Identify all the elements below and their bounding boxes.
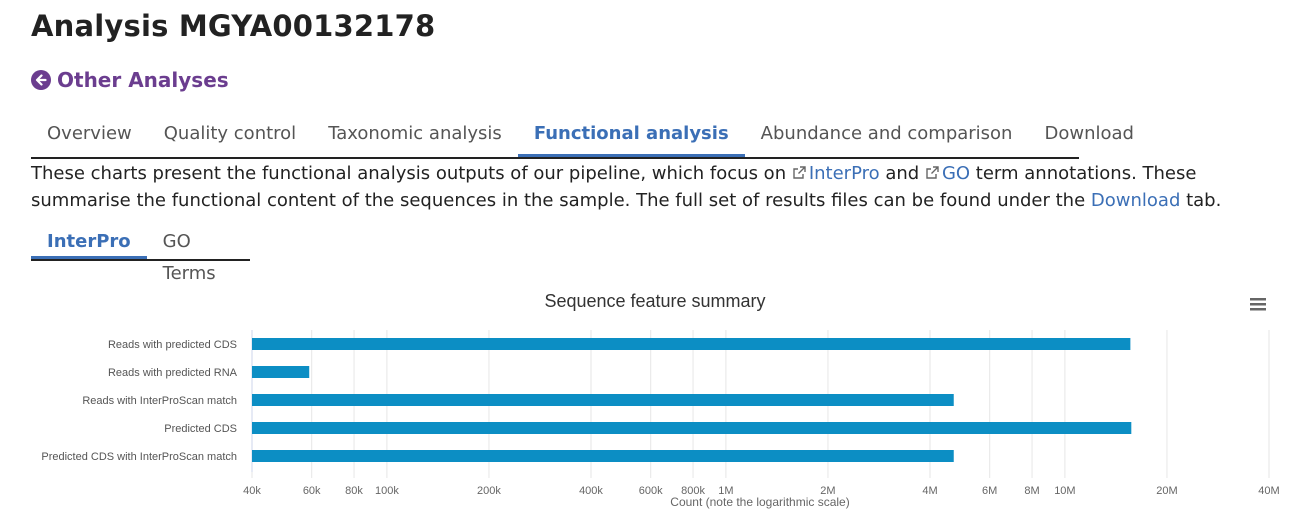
bar[interactable] bbox=[252, 422, 1132, 434]
bar[interactable] bbox=[252, 338, 1131, 350]
category-label: Reads with predicted RNA bbox=[108, 367, 238, 379]
external-link-icon bbox=[793, 166, 806, 179]
category-label: Reads with predicted CDS bbox=[108, 339, 237, 351]
go-link[interactable]: GO bbox=[941, 163, 971, 184]
bar[interactable] bbox=[252, 394, 954, 406]
tab-overview[interactable]: Overview bbox=[47, 123, 132, 144]
x-tick-label: 100k bbox=[375, 485, 399, 497]
bar[interactable] bbox=[252, 450, 954, 462]
download-link[interactable]: Download bbox=[1090, 190, 1181, 211]
x-tick-label: 10M bbox=[1054, 485, 1075, 497]
x-tick-label: 800k bbox=[681, 485, 705, 497]
chart-menu-icon[interactable] bbox=[1246, 294, 1270, 316]
description-text-1: These charts present the functional anal… bbox=[31, 163, 792, 184]
subtab-interpro[interactable]: InterPro bbox=[31, 226, 147, 259]
tab-functional-analysis[interactable]: Functional analysis bbox=[517, 114, 745, 157]
tab-quality-control[interactable]: Quality control bbox=[163, 123, 297, 144]
other-analyses-link[interactable]: Other Analyses bbox=[31, 68, 229, 92]
x-axis-label: Count (note the logarithmic scale) bbox=[670, 495, 849, 509]
description-text-3: term annotations. These summarise the fu… bbox=[31, 163, 1197, 211]
other-analyses-label: Other Analyses bbox=[57, 68, 229, 92]
x-tick-label: 2M bbox=[820, 485, 835, 497]
arrow-left-circle-icon bbox=[31, 70, 51, 90]
tab-abundance-and-comparison[interactable]: Abundance and comparison bbox=[760, 123, 1013, 144]
x-tick-label: 60k bbox=[303, 485, 321, 497]
x-tick-label: 1M bbox=[718, 485, 733, 497]
x-tick-label: 400k bbox=[579, 485, 603, 497]
functional-description: These charts present the functional anal… bbox=[31, 160, 1281, 214]
functional-subtabs: InterPro GO Terms bbox=[31, 226, 250, 284]
category-label: Predicted CDS bbox=[164, 423, 237, 435]
x-tick-label: 40k bbox=[243, 485, 261, 497]
external-link-icon bbox=[926, 166, 939, 179]
category-label: Reads with InterProScan match bbox=[82, 395, 237, 407]
sequence-feature-chart: Sequence feature summary Reads with pred… bbox=[41, 291, 1280, 509]
chart-title: Sequence feature summary bbox=[544, 291, 765, 311]
x-tick-label: 6M bbox=[982, 485, 997, 497]
chart-tick-labels: 40k 60k 80k 100k 200k 400k 600k 800k 1M 2M 4M 6M 8M 1… bbox=[243, 485, 1280, 497]
tab-taxonomic-analysis[interactable]: Taxonomic analysis bbox=[328, 123, 502, 144]
subtab-go-terms[interactable]: GO Terms bbox=[162, 231, 216, 284]
chart-bars bbox=[252, 338, 1132, 462]
category-label: Predicted CDS with InterProScan match bbox=[41, 451, 237, 463]
x-tick-label: 8M bbox=[1024, 485, 1039, 497]
chart-category-labels: Reads with predicted CDS Reads with predi… bbox=[41, 339, 237, 463]
x-tick-label: 600k bbox=[639, 485, 663, 497]
x-tick-label: 80k bbox=[345, 485, 363, 497]
analysis-tabs: Overview Quality control Taxonomic analy… bbox=[31, 114, 1134, 159]
x-tick-label: 40M bbox=[1258, 485, 1279, 497]
description-text-4: tab. bbox=[1180, 190, 1222, 211]
x-tick-label: 4M bbox=[922, 485, 937, 497]
x-tick-label: 20M bbox=[1156, 485, 1177, 497]
interpro-link[interactable]: InterPro bbox=[808, 163, 880, 184]
bar[interactable] bbox=[252, 366, 310, 378]
page-title: Analysis MGYA00132178 bbox=[31, 9, 436, 43]
description-text-2: and bbox=[879, 163, 925, 184]
x-tick-label: 200k bbox=[477, 485, 501, 497]
tab-download[interactable]: Download bbox=[1044, 123, 1134, 144]
